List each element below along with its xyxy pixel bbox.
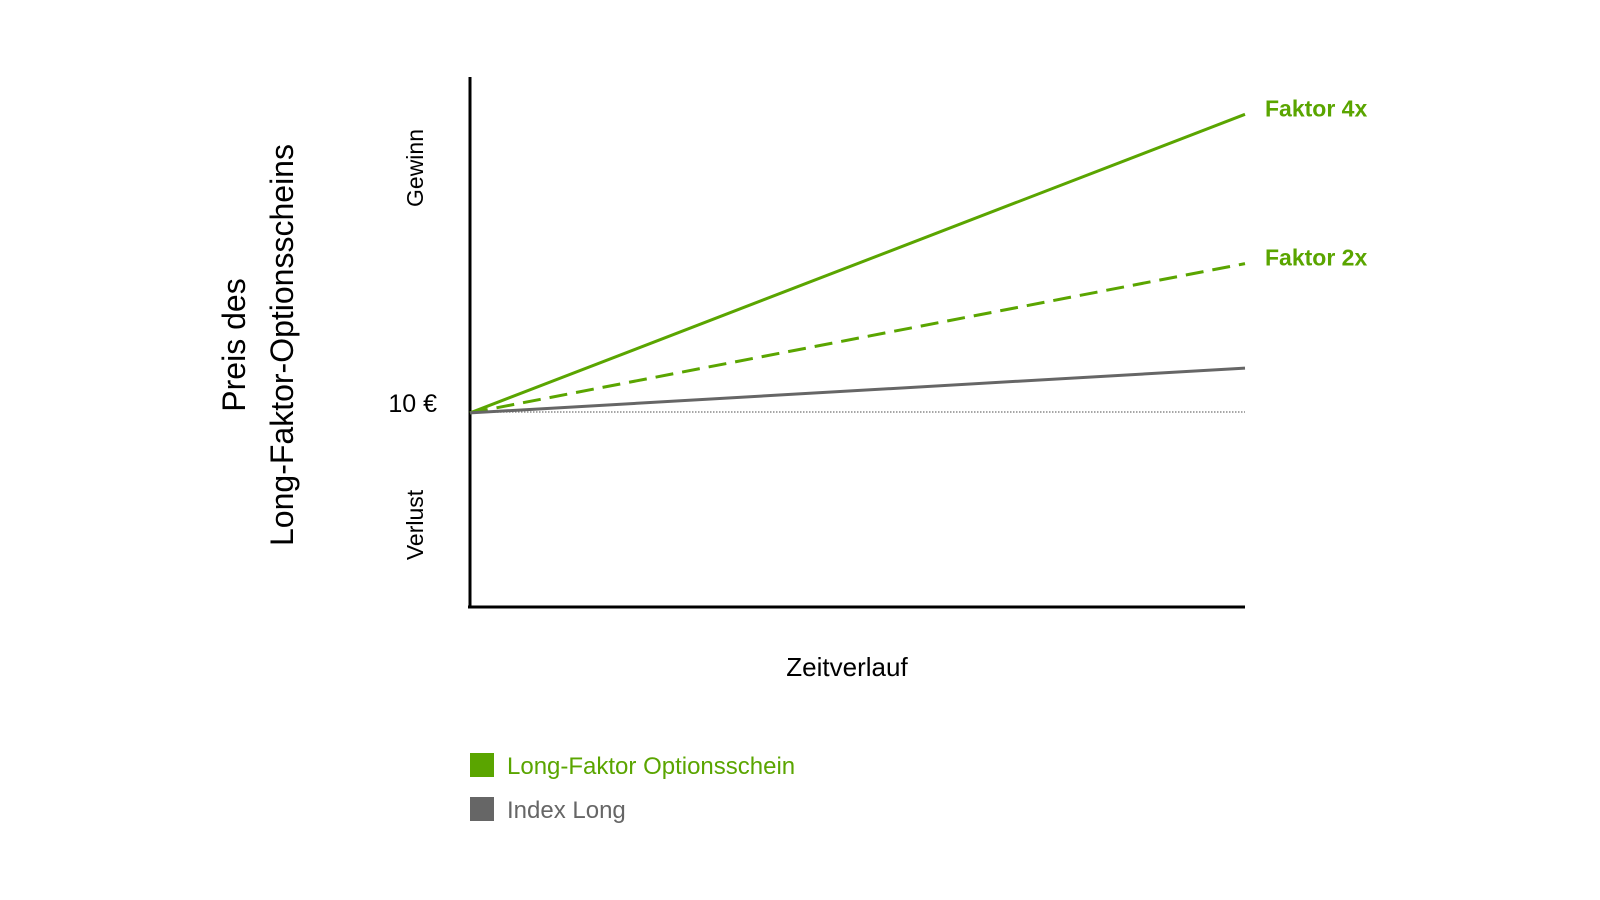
y-axis-title-line-1: Preis des	[216, 278, 252, 411]
legend-swatch-long-faktor	[470, 753, 494, 777]
y-axis-title-line-2: Long-Faktor-Optionsscheins	[264, 144, 300, 546]
series-layer: Faktor 4x Faktor 2x	[469, 95, 1367, 415]
y-region-label-gain: Gewinn	[402, 129, 428, 207]
series-line-faktor-4x	[469, 112, 1246, 415]
series-end-label-faktor-2x: Faktor 2x	[1265, 245, 1367, 271]
series-line-faktor-2x	[469, 262, 1246, 415]
x-axis-title: Zeitverlauf	[786, 652, 908, 682]
legend-swatch-index-long	[470, 797, 494, 821]
y-region-label-loss: Verlust	[402, 489, 428, 560]
series-end-label-faktor-4x: Faktor 4x	[1265, 95, 1367, 121]
legend: Long-Faktor Optionsschein Index Long	[470, 753, 795, 824]
legend-label-long-faktor: Long-Faktor Optionsschein	[507, 753, 795, 780]
baseline-value-label: 10 €	[388, 390, 437, 418]
series-line-index-long	[469, 366, 1246, 415]
legend-label-index-long: Index Long	[507, 797, 626, 824]
